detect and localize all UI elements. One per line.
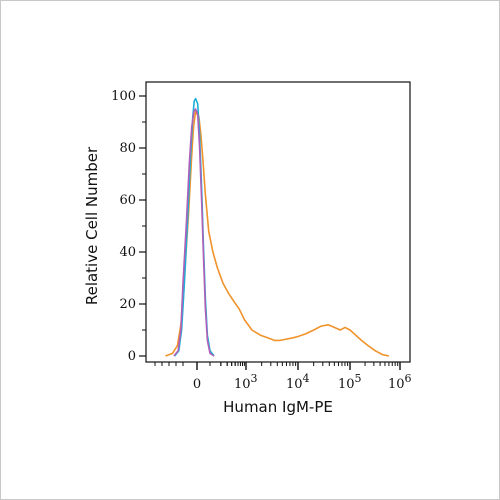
x-tick-label: 106 (388, 372, 412, 392)
y-axis-title: Relative Cell Number (83, 146, 101, 305)
series-line-1 (165, 110, 390, 357)
series-line-3 (173, 108, 215, 357)
x-tick-label: 105 (338, 372, 362, 392)
x-tick-label: 103 (234, 372, 258, 392)
x-tick-label: 104 (286, 372, 310, 392)
y-tick-label: 0 (128, 349, 136, 364)
y-tick-label: 60 (119, 193, 136, 208)
x-tick-label: 0 (193, 377, 201, 392)
x-axis-title: Human IgM-PE (223, 398, 333, 416)
y-tick-label: 80 (119, 141, 136, 156)
plot-frame (145, 81, 411, 363)
y-tick-label: 40 (119, 245, 136, 260)
y-tick-label: 100 (111, 89, 136, 104)
y-tick-label: 20 (119, 297, 136, 312)
